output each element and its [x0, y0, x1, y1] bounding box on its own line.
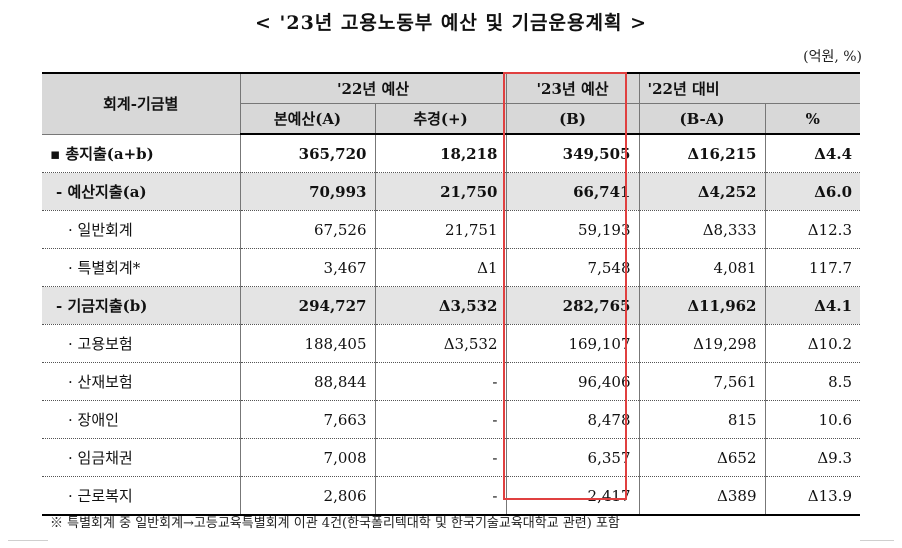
row-label: · 일반회계	[42, 210, 240, 249]
cell-main: 7,663	[239, 400, 375, 439]
cell-diff: Δ389	[638, 476, 765, 516]
page-title: < '23년 고용노동부 예산 및 기금운용계획 >	[255, 12, 647, 34]
cell-supp: -	[374, 400, 506, 439]
cell-b23: 2,417	[505, 476, 639, 516]
cell-supp: 21,751	[374, 210, 506, 249]
cell-supp: Δ3,532	[374, 286, 506, 325]
table-row: ▪ 총지출(a+b) 365,720 18,218 349,505 Δ16,21…	[42, 134, 860, 173]
cell-main: 294,727	[239, 286, 375, 325]
table-row: - 예산지출(a) 70,993 21,750 66,741 Δ4,252 Δ6…	[42, 172, 860, 211]
cell-b23: 282,765	[505, 286, 639, 325]
cell-diff: Δ4,252	[638, 172, 765, 211]
table-row: · 특별회계* 3,467 Δ1 7,548 4,081 117.7	[42, 248, 860, 287]
row-label: · 특별회계*	[42, 248, 240, 287]
cell-pct: Δ9.3	[764, 438, 860, 477]
header-supplementary: 추경(+)	[374, 103, 507, 135]
cell-pct: 10.6	[764, 400, 860, 439]
footnote: ※ 특별회계 중 일반회계→고등교육특별회계 이관 4건(한국폴리텍대학 및 한…	[50, 516, 620, 531]
cell-diff: 815	[638, 400, 765, 439]
cell-b23: 59,193	[505, 210, 639, 249]
budget-table: 회계-기금별 '22년 예산 '23년 예산 '22년 대비 본예산(A) 추경…	[42, 72, 860, 516]
row-label: · 임금채권	[42, 438, 240, 477]
cell-diff: Δ16,215	[638, 134, 765, 173]
header-budget22: '22년 예산	[239, 72, 507, 104]
table-row: · 일반회계 67,526 21,751 59,193 Δ8,333 Δ12.3	[42, 210, 860, 249]
row-label: · 장애인	[42, 400, 240, 439]
cell-supp: -	[374, 476, 506, 516]
cell-diff: Δ8,333	[638, 210, 765, 249]
cell-b23: 6,357	[505, 438, 639, 477]
cell-supp: 18,218	[374, 134, 506, 173]
cell-b23: 66,741	[505, 172, 639, 211]
cell-pct: Δ12.3	[764, 210, 860, 249]
header-row-label: 회계-기금별	[42, 72, 241, 135]
header-pct: %	[764, 103, 860, 135]
cell-diff: 7,561	[638, 362, 765, 401]
cell-pct: Δ4.1	[764, 286, 860, 325]
header-budget23: '23년 예산	[505, 72, 640, 104]
cell-main: 188,405	[239, 324, 375, 363]
cell-pct: Δ4.4	[764, 134, 860, 173]
cell-b23: 349,505	[505, 134, 639, 173]
row-label: - 예산지출(a)	[42, 172, 240, 211]
cell-diff: Δ11,962	[638, 286, 765, 325]
row-label: - 기금지출(b)	[42, 286, 240, 325]
cell-main: 3,467	[239, 248, 375, 287]
cell-main: 7,008	[239, 438, 375, 477]
cell-main: 88,844	[239, 362, 375, 401]
row-label: · 고용보험	[42, 324, 240, 363]
row-label: ▪ 총지출(a+b)	[42, 134, 240, 173]
cell-b23: 8,478	[505, 400, 639, 439]
cell-pct: 8.5	[764, 362, 860, 401]
cell-diff: Δ652	[638, 438, 765, 477]
cell-main: 67,526	[239, 210, 375, 249]
cell-diff: 4,081	[638, 248, 765, 287]
cell-main: 2,806	[239, 476, 375, 516]
cell-pct: Δ10.2	[764, 324, 860, 363]
cell-b23: 96,406	[505, 362, 639, 401]
table-row: - 기금지출(b) 294,727 Δ3,532 282,765 Δ11,962…	[42, 286, 860, 325]
row-label: · 산재보험	[42, 362, 240, 401]
table-row: · 장애인 7,663 - 8,478 815 10.6	[42, 400, 860, 439]
table-row: · 임금채권 7,008 - 6,357 Δ652 Δ9.3	[42, 438, 860, 477]
cell-b23: 169,107	[505, 324, 639, 363]
cell-supp: Δ1	[374, 248, 506, 287]
cell-main: 70,993	[239, 172, 375, 211]
cell-supp: -	[374, 362, 506, 401]
cell-supp: 21,750	[374, 172, 506, 211]
cell-supp: -	[374, 438, 506, 477]
cell-pct: Δ13.9	[764, 476, 860, 516]
cell-main: 365,720	[239, 134, 375, 173]
divider-left	[8, 540, 48, 541]
header-diff: (B-A)	[638, 103, 766, 135]
row-label: · 근로복지	[42, 476, 240, 516]
cell-b23: 7,548	[505, 248, 639, 287]
cell-diff: Δ19,298	[638, 324, 765, 363]
table-row: · 근로복지 2,806 - 2,417 Δ389 Δ13.9	[42, 476, 860, 516]
cell-supp: Δ3,532	[374, 324, 506, 363]
divider-right	[860, 540, 894, 541]
cell-pct: 117.7	[764, 248, 860, 287]
header-compare: '22년 대비	[638, 72, 860, 104]
table-row: · 산재보험 88,844 - 96,406 7,561 8.5	[42, 362, 860, 401]
header-main: 본예산(A)	[239, 103, 376, 135]
unit-label: (억원, %)	[803, 49, 862, 65]
table-row: · 고용보험 188,405 Δ3,532 169,107 Δ19,298 Δ1…	[42, 324, 860, 363]
cell-pct: Δ6.0	[764, 172, 860, 211]
header-budget23-sub: (B)	[505, 103, 640, 135]
